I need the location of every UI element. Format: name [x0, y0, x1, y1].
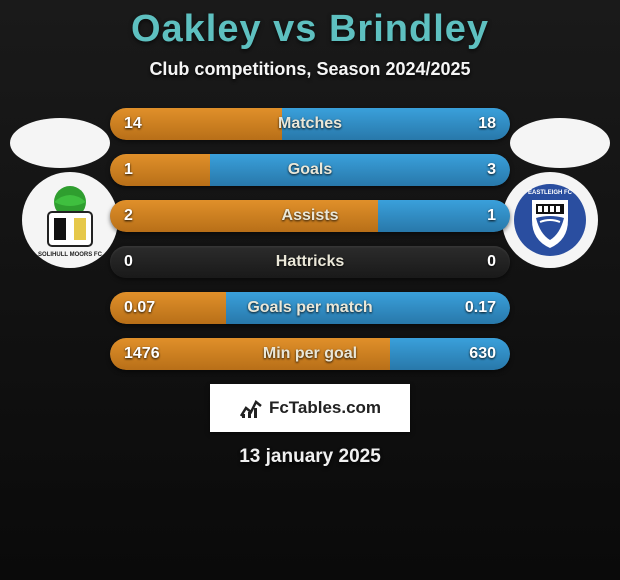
stat-label: Goals per match: [247, 299, 372, 317]
stat-label: Assists: [282, 207, 339, 225]
stat-value-left: 0.07: [124, 299, 155, 317]
stat-value-right: 0: [487, 253, 496, 271]
stat-value-left: 1476: [124, 345, 160, 363]
stat-label: Min per goal: [263, 345, 357, 363]
stat-label: Hattricks: [276, 253, 344, 271]
club-crest-right: EASTLEIGH FC: [502, 172, 598, 268]
stat-bars: 14 Matches 18 1 Goals 3 2 Assists 1 0 Hattricks 0 0.…: [110, 108, 510, 370]
subtitle: Club competitions, Season 2024/2025: [0, 59, 620, 80]
svg-text:SOLIHULL MOORS FC: SOLIHULL MOORS FC: [38, 252, 103, 258]
stat-row: 0 Hattricks 0: [110, 246, 510, 278]
player-silhouette-right: [510, 118, 610, 168]
page-title: Oakley vs Brindley: [0, 8, 620, 51]
stat-value-left: 14: [124, 115, 142, 133]
date-label: 13 january 2025: [0, 446, 620, 468]
stat-value-right: 0.17: [465, 299, 496, 317]
stat-row: 1476 Min per goal 630: [110, 338, 510, 370]
stat-value-right: 1: [487, 207, 496, 225]
stat-value-right: 630: [469, 345, 496, 363]
stat-row: 0.07 Goals per match 0.17: [110, 292, 510, 324]
stat-label: Goals: [288, 161, 332, 179]
club-crest-left: SOLIHULL MOORS FC: [22, 172, 118, 268]
stat-value-left: 1: [124, 161, 133, 179]
crest-left-icon: SOLIHULL MOORS FC: [30, 180, 110, 260]
player-silhouette-left: [10, 118, 110, 168]
crest-right-icon: EASTLEIGH FC: [510, 180, 590, 260]
stat-value-left: 2: [124, 207, 133, 225]
stat-value-right: 18: [478, 115, 496, 133]
stat-value-right: 3: [487, 161, 496, 179]
bar-right: [210, 154, 510, 186]
stat-label: Matches: [278, 115, 342, 133]
stat-value-left: 0: [124, 253, 133, 271]
comparison-card: Oakley vs Brindley Club competitions, Se…: [0, 0, 620, 468]
stat-row: 14 Matches 18: [110, 108, 510, 140]
svg-text:EASTLEIGH FC: EASTLEIGH FC: [528, 190, 573, 196]
brand-box[interactable]: FcTables.com: [210, 384, 410, 432]
stat-row: 2 Assists 1: [110, 200, 510, 232]
chart-icon: [239, 396, 263, 420]
brand-text: FcTables.com: [269, 398, 381, 418]
stat-row: 1 Goals 3: [110, 154, 510, 186]
